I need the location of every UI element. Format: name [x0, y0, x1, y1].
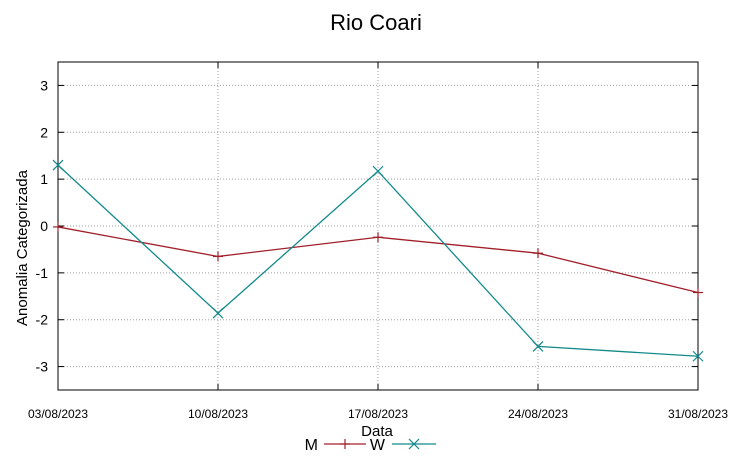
x-tick-label: 31/08/2023: [668, 407, 728, 421]
grid-lines: [58, 62, 698, 390]
data-point-M: [213, 251, 223, 262]
legend-label: W: [370, 437, 386, 454]
data-point-W: [372, 165, 384, 177]
y-axis-label: Anomalia Categorizada: [14, 169, 31, 326]
y-axis-ticks: 3 2 1 0 -1 -2 -3: [36, 77, 698, 375]
series-layer: [52, 159, 704, 362]
data-point-M: [693, 287, 703, 298]
data-point-M: [373, 232, 383, 243]
y-tick-label: 2: [40, 124, 48, 140]
data-point-W: [692, 350, 704, 362]
y-tick-label: 3: [40, 77, 48, 93]
legend-label: M: [305, 437, 318, 454]
y-tick-label: 0: [40, 218, 48, 234]
x-axis-label: Data: [361, 423, 393, 440]
y-tick-label: 1: [40, 171, 48, 187]
data-point-M: [53, 221, 63, 232]
y-tick-label: -3: [36, 359, 49, 375]
data-point-W: [212, 307, 224, 319]
y-tick-label: -1: [36, 265, 49, 281]
data-point-W: [52, 159, 64, 171]
point-marker: [212, 307, 224, 319]
legend-item-M: M: [305, 437, 366, 454]
point-marker: [692, 350, 704, 362]
data-point-M: [533, 248, 543, 259]
data-point-W: [532, 340, 544, 352]
point-marker: [408, 438, 420, 450]
x-tick-label: 24/08/2023: [508, 407, 568, 421]
point-marker: [52, 159, 64, 171]
chart-title: Rio Coari: [330, 10, 422, 35]
y-tick-label: -2: [36, 312, 49, 328]
point-marker: [532, 340, 544, 352]
point-marker: [372, 165, 384, 177]
legend-item-W: W: [370, 437, 436, 454]
x-axis-ticks: 03/08/2023 10/08/2023 17/08/2023 24/08/2023…: [28, 62, 728, 421]
x-tick-label: 03/08/2023: [28, 407, 88, 421]
x-tick-label: 10/08/2023: [188, 407, 248, 421]
x-tick-label: 17/08/2023: [348, 407, 408, 421]
